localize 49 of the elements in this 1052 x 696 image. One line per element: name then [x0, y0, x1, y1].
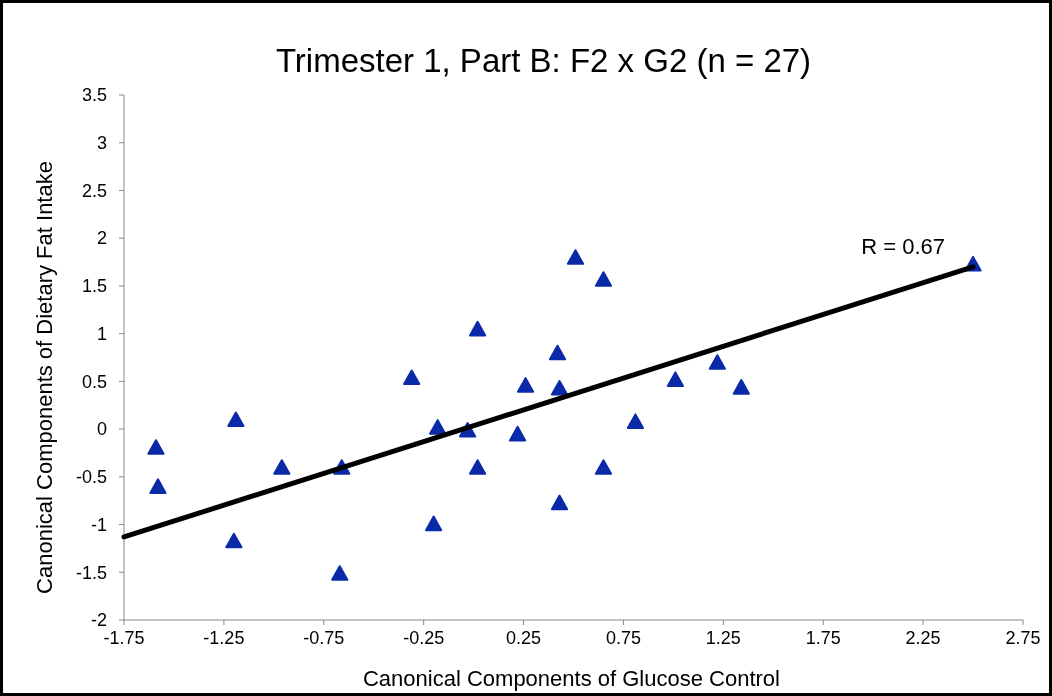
x-tick-label: 1.75	[805, 628, 841, 648]
point	[273, 459, 291, 475]
point	[626, 413, 645, 430]
point	[548, 344, 567, 361]
x-tick-label: 0.25	[506, 628, 542, 648]
y-tick-label: 0.5	[81, 371, 107, 392]
point	[225, 532, 243, 549]
point	[666, 371, 684, 388]
x-tick-label: -0.25	[403, 628, 445, 648]
x-tick-label: 2.25	[905, 628, 941, 648]
y-tick-label: -2	[90, 610, 107, 631]
point	[508, 425, 527, 442]
point	[227, 411, 245, 428]
point	[516, 377, 535, 393]
point	[147, 439, 165, 455]
point	[732, 379, 750, 395]
point	[550, 494, 569, 511]
point	[425, 515, 443, 532]
point	[594, 271, 613, 287]
y-tick-label: 3	[96, 133, 107, 154]
annotation: R = 0.67	[861, 234, 945, 259]
point	[708, 354, 726, 370]
y-tick-label: 1.5	[81, 276, 107, 297]
y-tick-label: -1.5	[75, 562, 107, 583]
y-tick-label: 2	[96, 228, 107, 249]
y-tick-label: 0	[96, 419, 107, 440]
point	[566, 249, 585, 265]
x-tick-label: 2.75	[1005, 628, 1041, 648]
y-tick-label: -1	[90, 514, 107, 535]
point	[594, 459, 613, 475]
point	[550, 380, 569, 396]
y-tick-label: 2.5	[81, 180, 107, 201]
x-tick-label: -0.75	[303, 628, 345, 648]
point	[469, 459, 487, 475]
point	[469, 320, 487, 337]
y-tick-label: -0.5	[75, 467, 107, 488]
chart-title: Trimester 1, Part B: F2 x G2 (n = 27)	[275, 42, 812, 79]
x-tick-label: 0.75	[605, 628, 641, 648]
y-tick-label: 3.5	[81, 85, 107, 106]
x-tick-label: 1.25	[705, 628, 741, 648]
x-axis-title: Canonical Components of Glucose Control	[362, 666, 781, 691]
y-axis-title: Canonical Components of Dietary Fat Intake	[32, 161, 57, 594]
point	[403, 369, 421, 386]
x-tick-label: -1.25	[203, 628, 245, 648]
point	[149, 478, 167, 494]
x-tick-label: -1.75	[103, 628, 145, 648]
point	[429, 419, 447, 435]
point	[331, 565, 349, 581]
y-tick-label: 1	[96, 323, 107, 344]
